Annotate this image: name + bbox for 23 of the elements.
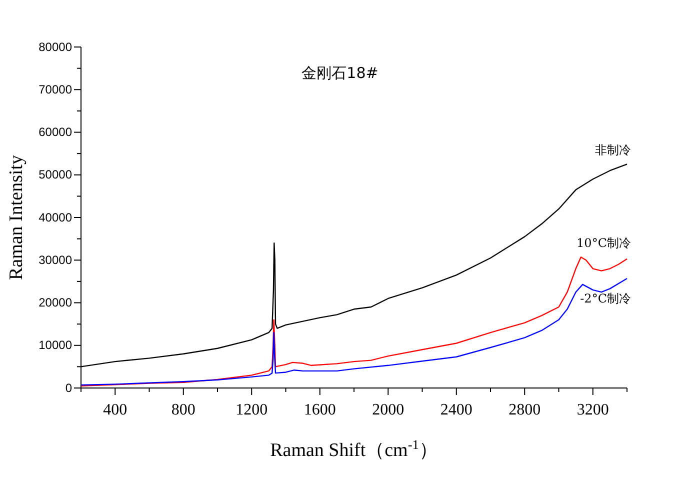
y-axis-title: Raman Intensity xyxy=(6,154,27,280)
y-tick-label: 60000 xyxy=(38,125,72,140)
x-axis-title: Raman Shift（cm$^{-1}$） xyxy=(270,436,438,461)
y-tick-label: 50000 xyxy=(38,168,72,182)
y-tick-label: 20000 xyxy=(38,296,72,310)
x-tick-label: 3200 xyxy=(576,402,609,419)
x-tick-label: 400 xyxy=(103,402,128,419)
series-label: -2°C制冷 xyxy=(580,291,631,306)
y-tick-label: 10000 xyxy=(38,338,72,352)
y-tick-label: 80000 xyxy=(38,40,72,54)
y-tick-label: 30000 xyxy=(38,252,72,267)
x-tick-label: 1200 xyxy=(236,402,268,419)
y-tick-label: 0 xyxy=(65,380,72,395)
y-tick-label: 70000 xyxy=(38,82,72,96)
x-tick-label: 800 xyxy=(171,402,196,419)
y-tick-label: 40000 xyxy=(38,210,72,224)
x-tick-label: 1600 xyxy=(304,402,336,419)
x-tick-label: 2800 xyxy=(508,402,541,419)
series-label: 10°C制冷 xyxy=(576,236,631,250)
text: 金刚石18# xyxy=(302,64,378,82)
x-tick-label: 2400 xyxy=(440,402,472,419)
x-tick-label: 2000 xyxy=(372,402,404,419)
series-label: 非制冷 xyxy=(595,143,631,158)
